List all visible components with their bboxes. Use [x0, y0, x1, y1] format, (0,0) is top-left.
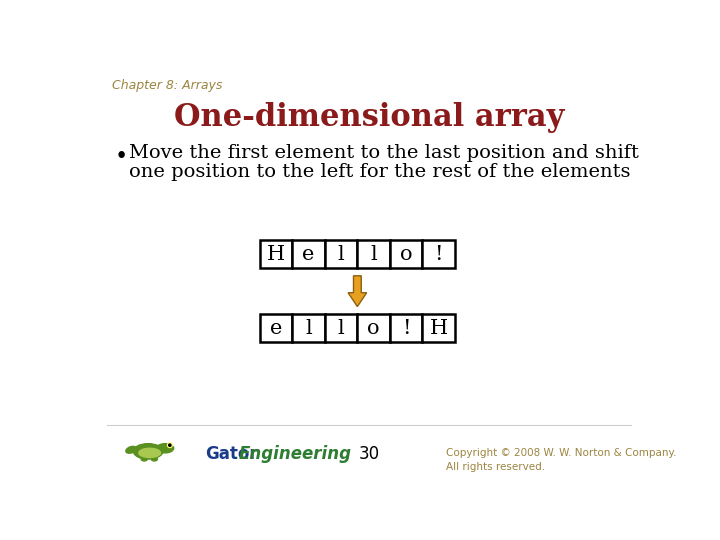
Text: one position to the left for the rest of the elements: one position to the left for the rest of… [129, 163, 630, 180]
Text: •: • [114, 146, 128, 167]
Text: Chapter 8: Arrays: Chapter 8: Arrays [112, 79, 222, 92]
Text: l: l [370, 245, 377, 264]
Bar [260, 240, 292, 268]
Text: e: e [270, 319, 282, 338]
Ellipse shape [126, 447, 136, 453]
Text: e: e [302, 245, 315, 264]
Bar [325, 240, 357, 268]
Ellipse shape [157, 444, 174, 453]
Ellipse shape [141, 457, 148, 461]
Bar [292, 240, 325, 268]
Text: One-dimensional array: One-dimensional array [174, 102, 564, 133]
Bar [390, 240, 423, 268]
Text: Gator: Gator [204, 444, 257, 463]
Bar [260, 314, 292, 342]
Ellipse shape [139, 448, 161, 457]
Text: !: ! [402, 319, 410, 338]
Circle shape [168, 444, 171, 447]
Bar [292, 314, 325, 342]
Bar [357, 314, 390, 342]
Text: !: ! [434, 245, 443, 264]
Text: 30: 30 [359, 444, 379, 463]
Text: Engineering: Engineering [239, 444, 352, 463]
Circle shape [168, 443, 172, 448]
Text: Move the first element to the last position and shift: Move the first element to the last posit… [129, 144, 639, 162]
Text: Copyright © 2008 W. W. Norton & Company.
All rights reserved.: Copyright © 2008 W. W. Norton & Company.… [446, 448, 677, 472]
Bar [390, 314, 423, 342]
Text: H: H [267, 245, 285, 264]
Ellipse shape [133, 444, 163, 459]
Bar [423, 314, 455, 342]
Text: l: l [305, 319, 312, 338]
Bar [357, 240, 390, 268]
Text: o: o [367, 319, 380, 338]
Text: o: o [400, 245, 413, 264]
Text: l: l [338, 245, 344, 264]
Bar [423, 240, 455, 268]
Polygon shape [348, 276, 366, 307]
Text: l: l [338, 319, 344, 338]
Text: H: H [430, 319, 448, 338]
Bar [325, 314, 357, 342]
Ellipse shape [151, 457, 158, 461]
